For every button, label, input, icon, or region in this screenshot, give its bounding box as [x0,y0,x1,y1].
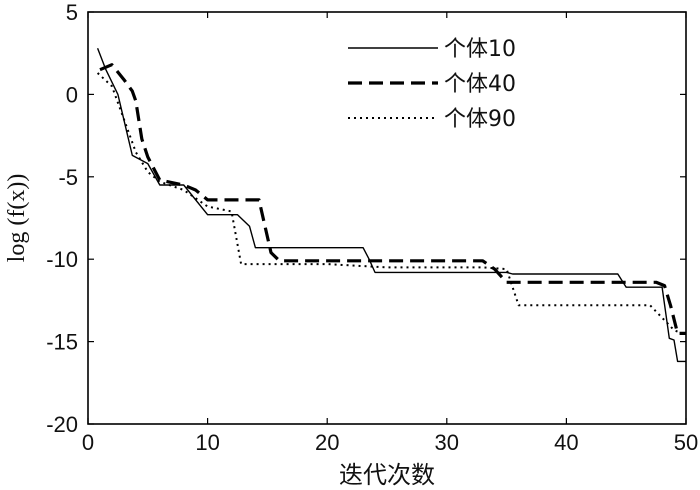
plot-area-frame [87,11,687,425]
y-tick-label: 5 [66,0,78,25]
x-axis-label: 迭代次数 [339,462,435,489]
legend-label-1: 个体10 [444,37,516,62]
y-axis-label: log (f(x)) [4,174,30,263]
legend-label-3: 个体90 [444,107,516,132]
x-tick-label: 50 [674,430,698,455]
y-tick-label: -20 [46,412,78,437]
x-tick-label: 40 [554,430,578,455]
series-line-1 [96,48,686,363]
x-tick-label: 20 [315,430,339,455]
legend-box [334,22,554,150]
series-line-2 [99,63,686,335]
x-tick-label: 0 [82,430,94,455]
x-tick-label: 30 [435,430,459,455]
series-lines [96,48,687,363]
y-tick-label: -10 [46,247,78,272]
y-tick-label: -5 [58,165,78,190]
x-tick-label: 10 [195,430,219,455]
y-tick-label: 0 [66,82,78,107]
legend-label-2: 个体40 [444,72,516,97]
y-tick-label: -15 [46,330,78,355]
chart-legend: 个体10 个体40 个体90 [334,22,554,150]
